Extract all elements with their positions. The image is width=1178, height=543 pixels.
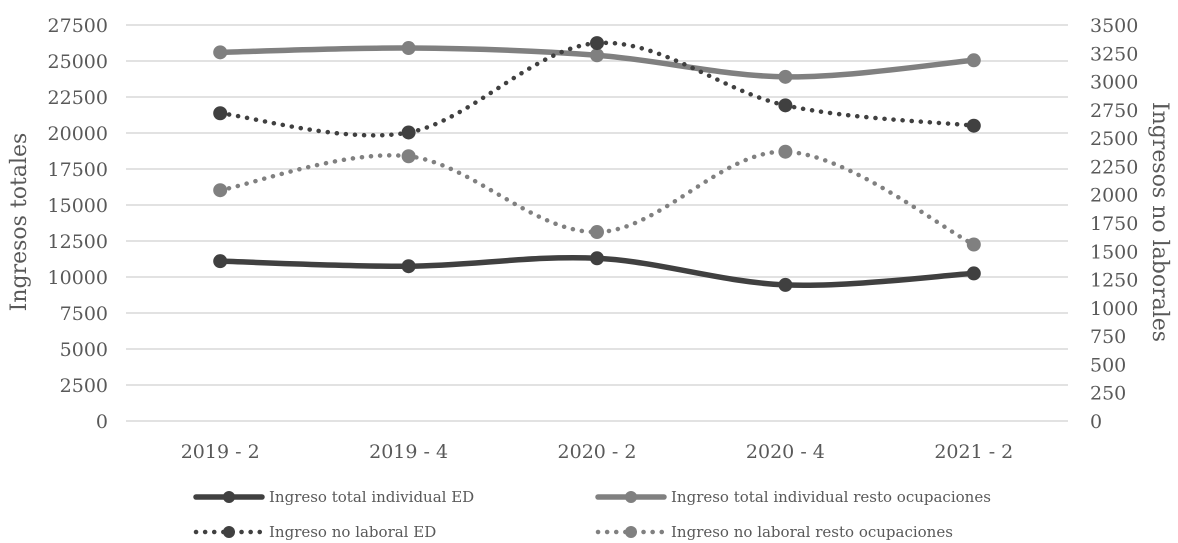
series-line xyxy=(217,149,977,247)
right-tick-label: 3000 xyxy=(1090,72,1138,94)
legend-swatch-marker xyxy=(223,491,235,503)
right-tick-label: 1750 xyxy=(1090,213,1138,235)
data-point xyxy=(213,254,228,269)
data-point xyxy=(778,144,793,159)
data-point xyxy=(966,237,981,252)
legend-swatch-marker xyxy=(625,526,637,538)
right-tick-label: 2500 xyxy=(1090,128,1138,150)
legend: Ingreso total individual ED Ingreso total… xyxy=(193,488,991,541)
data-point xyxy=(966,118,981,133)
right-tick-label: 2000 xyxy=(1090,185,1138,207)
x-tick-label: 2019 - 4 xyxy=(369,441,448,463)
data-point xyxy=(401,149,416,164)
legend-entry: Ingreso no laboral resto ocupaciones xyxy=(595,523,953,541)
series-4 xyxy=(213,144,981,252)
x-tick-label: 2020 - 4 xyxy=(746,441,825,463)
x-tick-label: 2021 - 2 xyxy=(934,441,1013,463)
right-tick-label: 1000 xyxy=(1090,298,1138,320)
data-point xyxy=(590,225,604,240)
legend-label: Ingreso total individual ED xyxy=(269,488,474,506)
right-tick-label: 3250 xyxy=(1090,43,1138,65)
series-2 xyxy=(213,41,981,84)
legend-label: Ingreso no laboral ED xyxy=(269,523,436,541)
data-point xyxy=(778,98,793,113)
data-point xyxy=(590,36,604,51)
right-axis-ticks: 0 250 500 750 1000 1250 1500 1750 2000 2250 2500 27… xyxy=(1090,15,1138,433)
right-axis-title: Ingresos no laborales xyxy=(1147,102,1172,342)
x-tick-label: 2019 - 2 xyxy=(181,441,260,463)
right-tick-label: 2250 xyxy=(1090,156,1138,178)
legend-entry: Ingreso total individual ED xyxy=(193,488,474,506)
right-tick-label: 250 xyxy=(1090,383,1126,405)
data-point xyxy=(966,266,981,281)
data-point xyxy=(401,259,416,274)
data-point xyxy=(213,106,228,121)
series-lines xyxy=(213,36,981,292)
right-tick-label: 0 xyxy=(1090,411,1102,433)
data-point xyxy=(966,53,981,68)
data-point xyxy=(213,183,228,198)
series-3 xyxy=(213,36,981,140)
right-tick-label: 2750 xyxy=(1090,100,1138,122)
left-tick-label: 2500 xyxy=(60,375,108,397)
x-tick-label: 2020 - 2 xyxy=(558,441,637,463)
legend-label: Ingreso no laboral resto ocupaciones xyxy=(671,523,953,541)
right-tick-label: 500 xyxy=(1090,354,1126,376)
data-point xyxy=(401,41,416,56)
left-axis-title: Ingresos totales xyxy=(7,133,32,312)
left-tick-label: 5000 xyxy=(60,339,108,361)
legend-swatch-marker xyxy=(223,526,235,538)
data-point xyxy=(778,277,793,292)
x-axis-ticks: 2019 - 2 2019 - 4 2020 - 2 2020 - 4 2021 - 2 xyxy=(181,441,1014,463)
series-1 xyxy=(213,251,981,292)
left-tick-label: 10000 xyxy=(48,267,108,289)
legend-swatch-marker xyxy=(625,491,637,503)
data-point xyxy=(778,69,793,84)
data-point xyxy=(401,125,416,140)
data-point xyxy=(213,45,228,60)
left-tick-label: 20000 xyxy=(48,123,108,145)
left-tick-label: 27500 xyxy=(48,15,108,37)
legend-label: Ingreso total individual resto ocupacion… xyxy=(671,488,991,506)
right-tick-label: 3500 xyxy=(1090,15,1138,37)
right-tick-label: 1250 xyxy=(1090,270,1138,292)
left-tick-label: 12500 xyxy=(48,231,108,253)
legend-entry: Ingreso total individual resto ocupacion… xyxy=(595,488,991,506)
legend-entry: Ingreso no laboral ED xyxy=(193,523,436,541)
gridlines xyxy=(126,24,1068,422)
left-axis-ticks: 0 2500 5000 7500 10000 12500 15000 17500 20000 22… xyxy=(48,15,108,433)
left-tick-label: 17500 xyxy=(48,159,108,181)
right-tick-label: 1500 xyxy=(1090,241,1138,263)
left-tick-label: 15000 xyxy=(48,195,108,217)
left-tick-label: 22500 xyxy=(48,87,108,109)
data-point xyxy=(590,48,604,63)
data-point xyxy=(590,251,604,266)
right-tick-label: 750 xyxy=(1090,326,1126,348)
left-tick-label: 25000 xyxy=(48,51,108,73)
left-tick-label: 0 xyxy=(96,411,108,433)
left-tick-label: 7500 xyxy=(60,303,108,325)
